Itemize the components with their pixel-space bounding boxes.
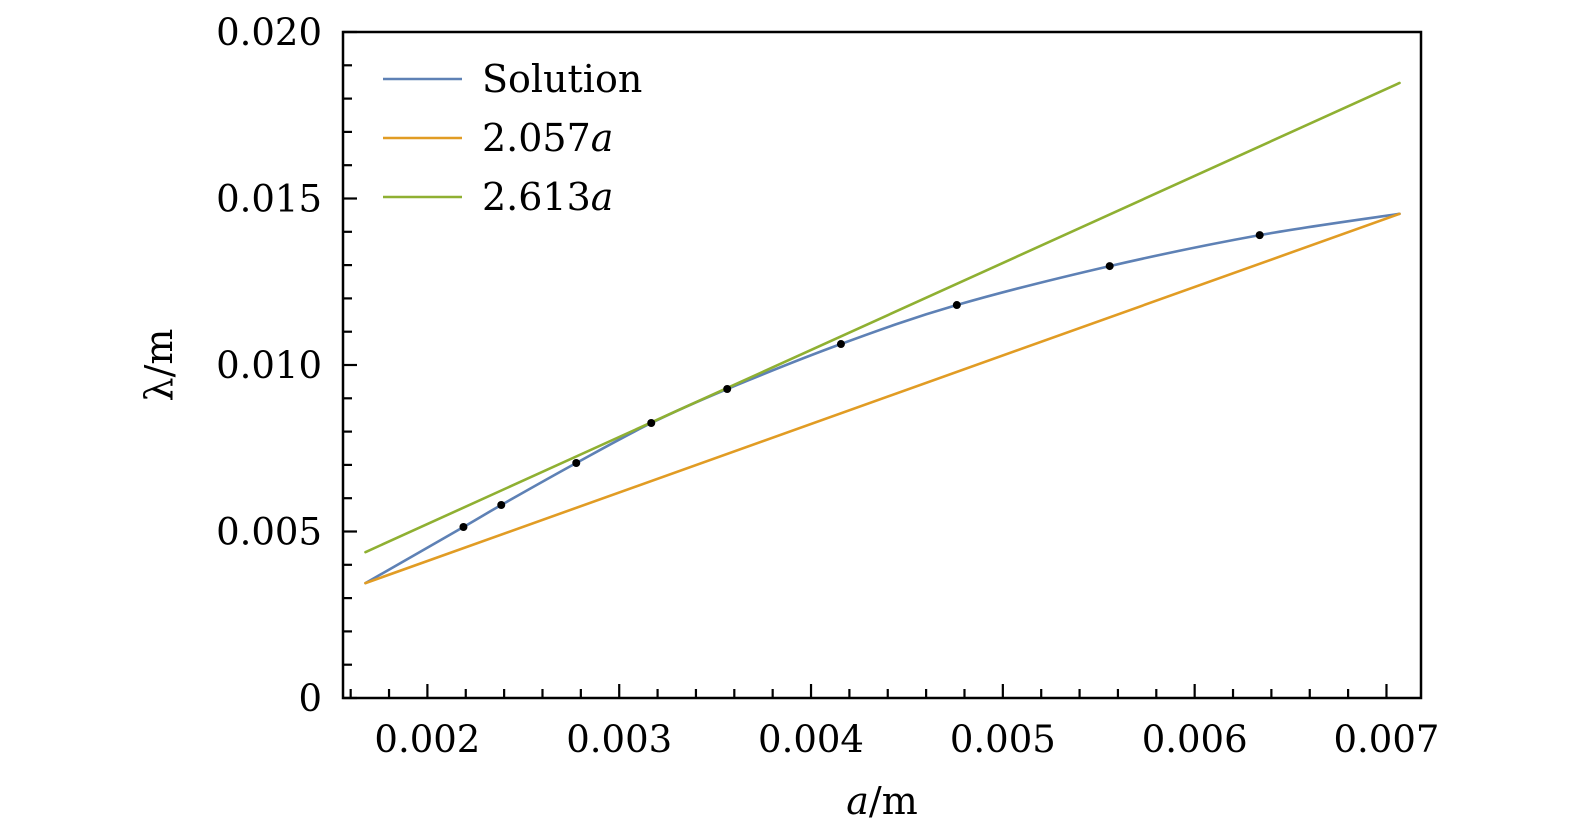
y-tick-label: 0.020 — [216, 11, 322, 54]
data-point — [647, 419, 656, 428]
legend-label-1: Solution — [482, 57, 642, 101]
data-point — [459, 523, 468, 532]
x-tick-label: 0.006 — [1142, 718, 1248, 761]
y-axis-label: λ/m — [137, 329, 181, 402]
y-tick-label: 0.015 — [216, 178, 322, 221]
legend: Solution 2.057a 2.613a — [383, 57, 642, 219]
data-point — [836, 340, 845, 349]
data-point — [572, 459, 581, 468]
series-line-2 — [364, 212, 1401, 585]
x-tick-label: 0.007 — [1334, 718, 1440, 761]
data-point — [497, 500, 506, 509]
y-tick-label: 0.005 — [216, 511, 322, 554]
x-axis-label-unit: /m — [869, 779, 918, 823]
data-point — [952, 301, 961, 310]
x-axis-label: a/m — [846, 779, 918, 823]
x-tick-label: 0.004 — [758, 718, 864, 761]
y-tick-label: 0 — [298, 677, 322, 720]
data-point — [723, 385, 732, 394]
x-tick-label: 0.002 — [374, 718, 480, 761]
legend-label-3: 2.613a — [482, 175, 613, 219]
x-tick-label: 0.003 — [566, 718, 672, 761]
x-tick-label: 0.005 — [950, 718, 1056, 761]
y-tick-label: 0.010 — [216, 344, 322, 387]
x-axis-label-var: a — [846, 779, 869, 823]
data-point — [1255, 231, 1264, 240]
series-line-3 — [364, 81, 1401, 554]
data-point — [1105, 262, 1114, 271]
axes-layer: 0.002 0.003 0.004 0.005 0.006 0.007 0 0.005 0.01… — [216, 11, 1439, 761]
series-layer — [364, 81, 1401, 585]
legend-label-2: 2.057a — [482, 116, 613, 160]
